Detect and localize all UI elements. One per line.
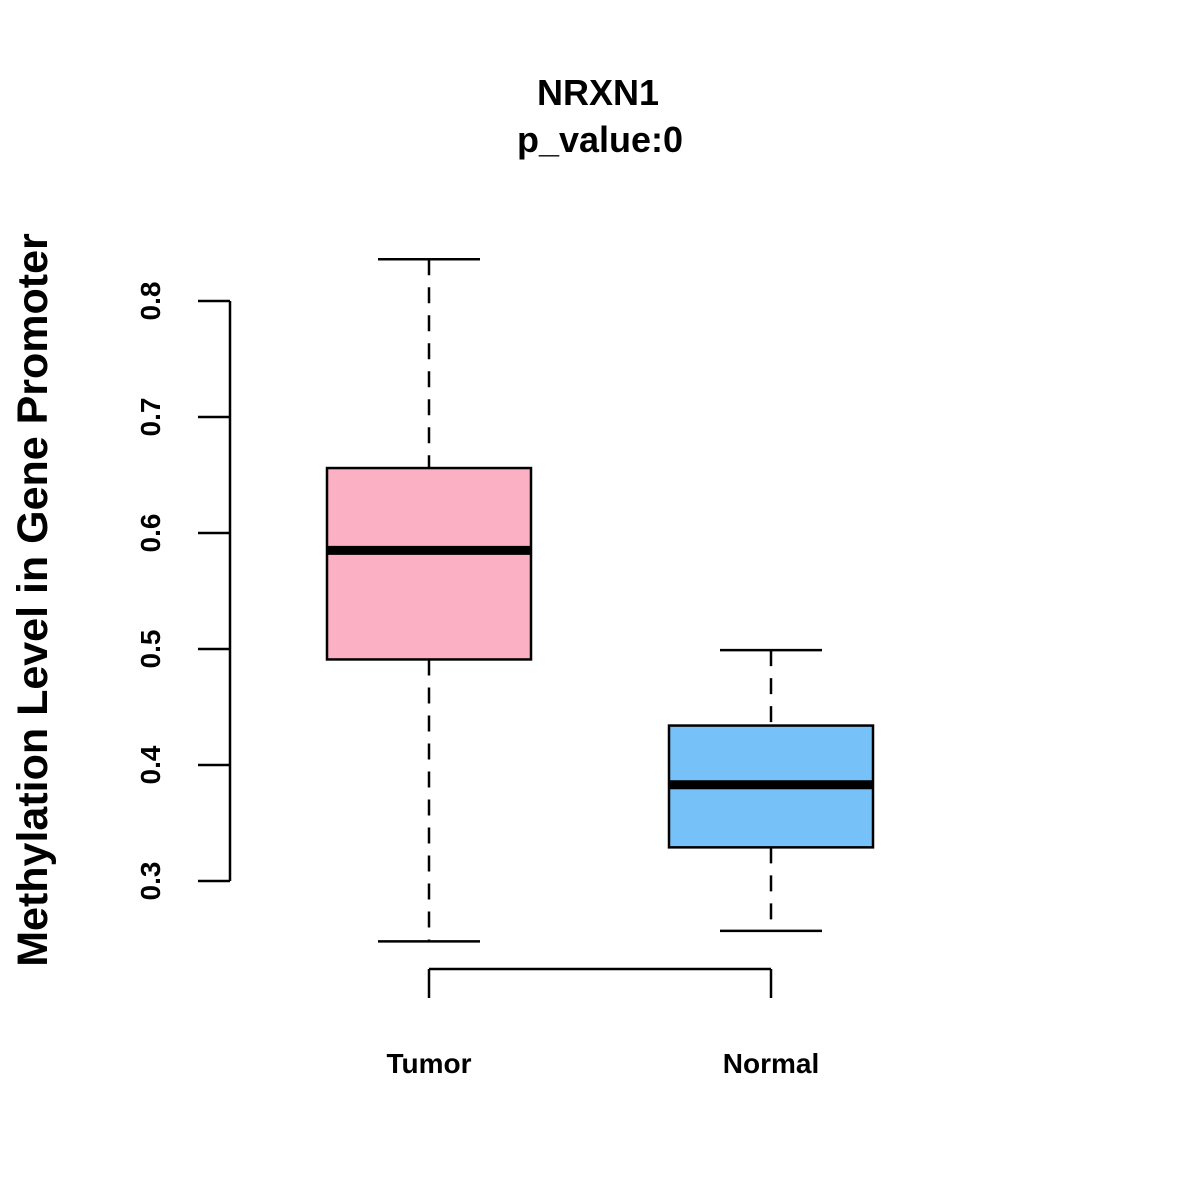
boxes-group <box>325 257 875 943</box>
y-axis: 0.3 0.4 0.5 0.6 0.7 0.8 <box>135 282 232 901</box>
y-tick-label: 0.8 <box>135 282 166 321</box>
y-tick-label: 0.3 <box>135 862 166 901</box>
y-tick-label: 0.5 <box>135 630 166 669</box>
y-tick-label: 0.4 <box>135 745 166 784</box>
x-axis: Tumor Normal <box>386 967 819 1079</box>
y-tick-label: 0.7 <box>135 398 166 437</box>
box-normal <box>667 648 875 933</box>
x-tick-label-tumor: Tumor <box>386 1048 471 1079</box>
x-tick-label-normal: Normal <box>723 1048 819 1079</box>
box-tumor <box>325 257 533 943</box>
y-tick-label: 0.6 <box>135 514 166 553</box>
y-axis-label: Methylation Level in Gene Promoter <box>9 233 57 967</box>
chart-title: NRXN1 <box>537 72 659 113</box>
iqr-box <box>325 466 533 661</box>
chart-subtitle: p_value:0 <box>517 119 683 160</box>
